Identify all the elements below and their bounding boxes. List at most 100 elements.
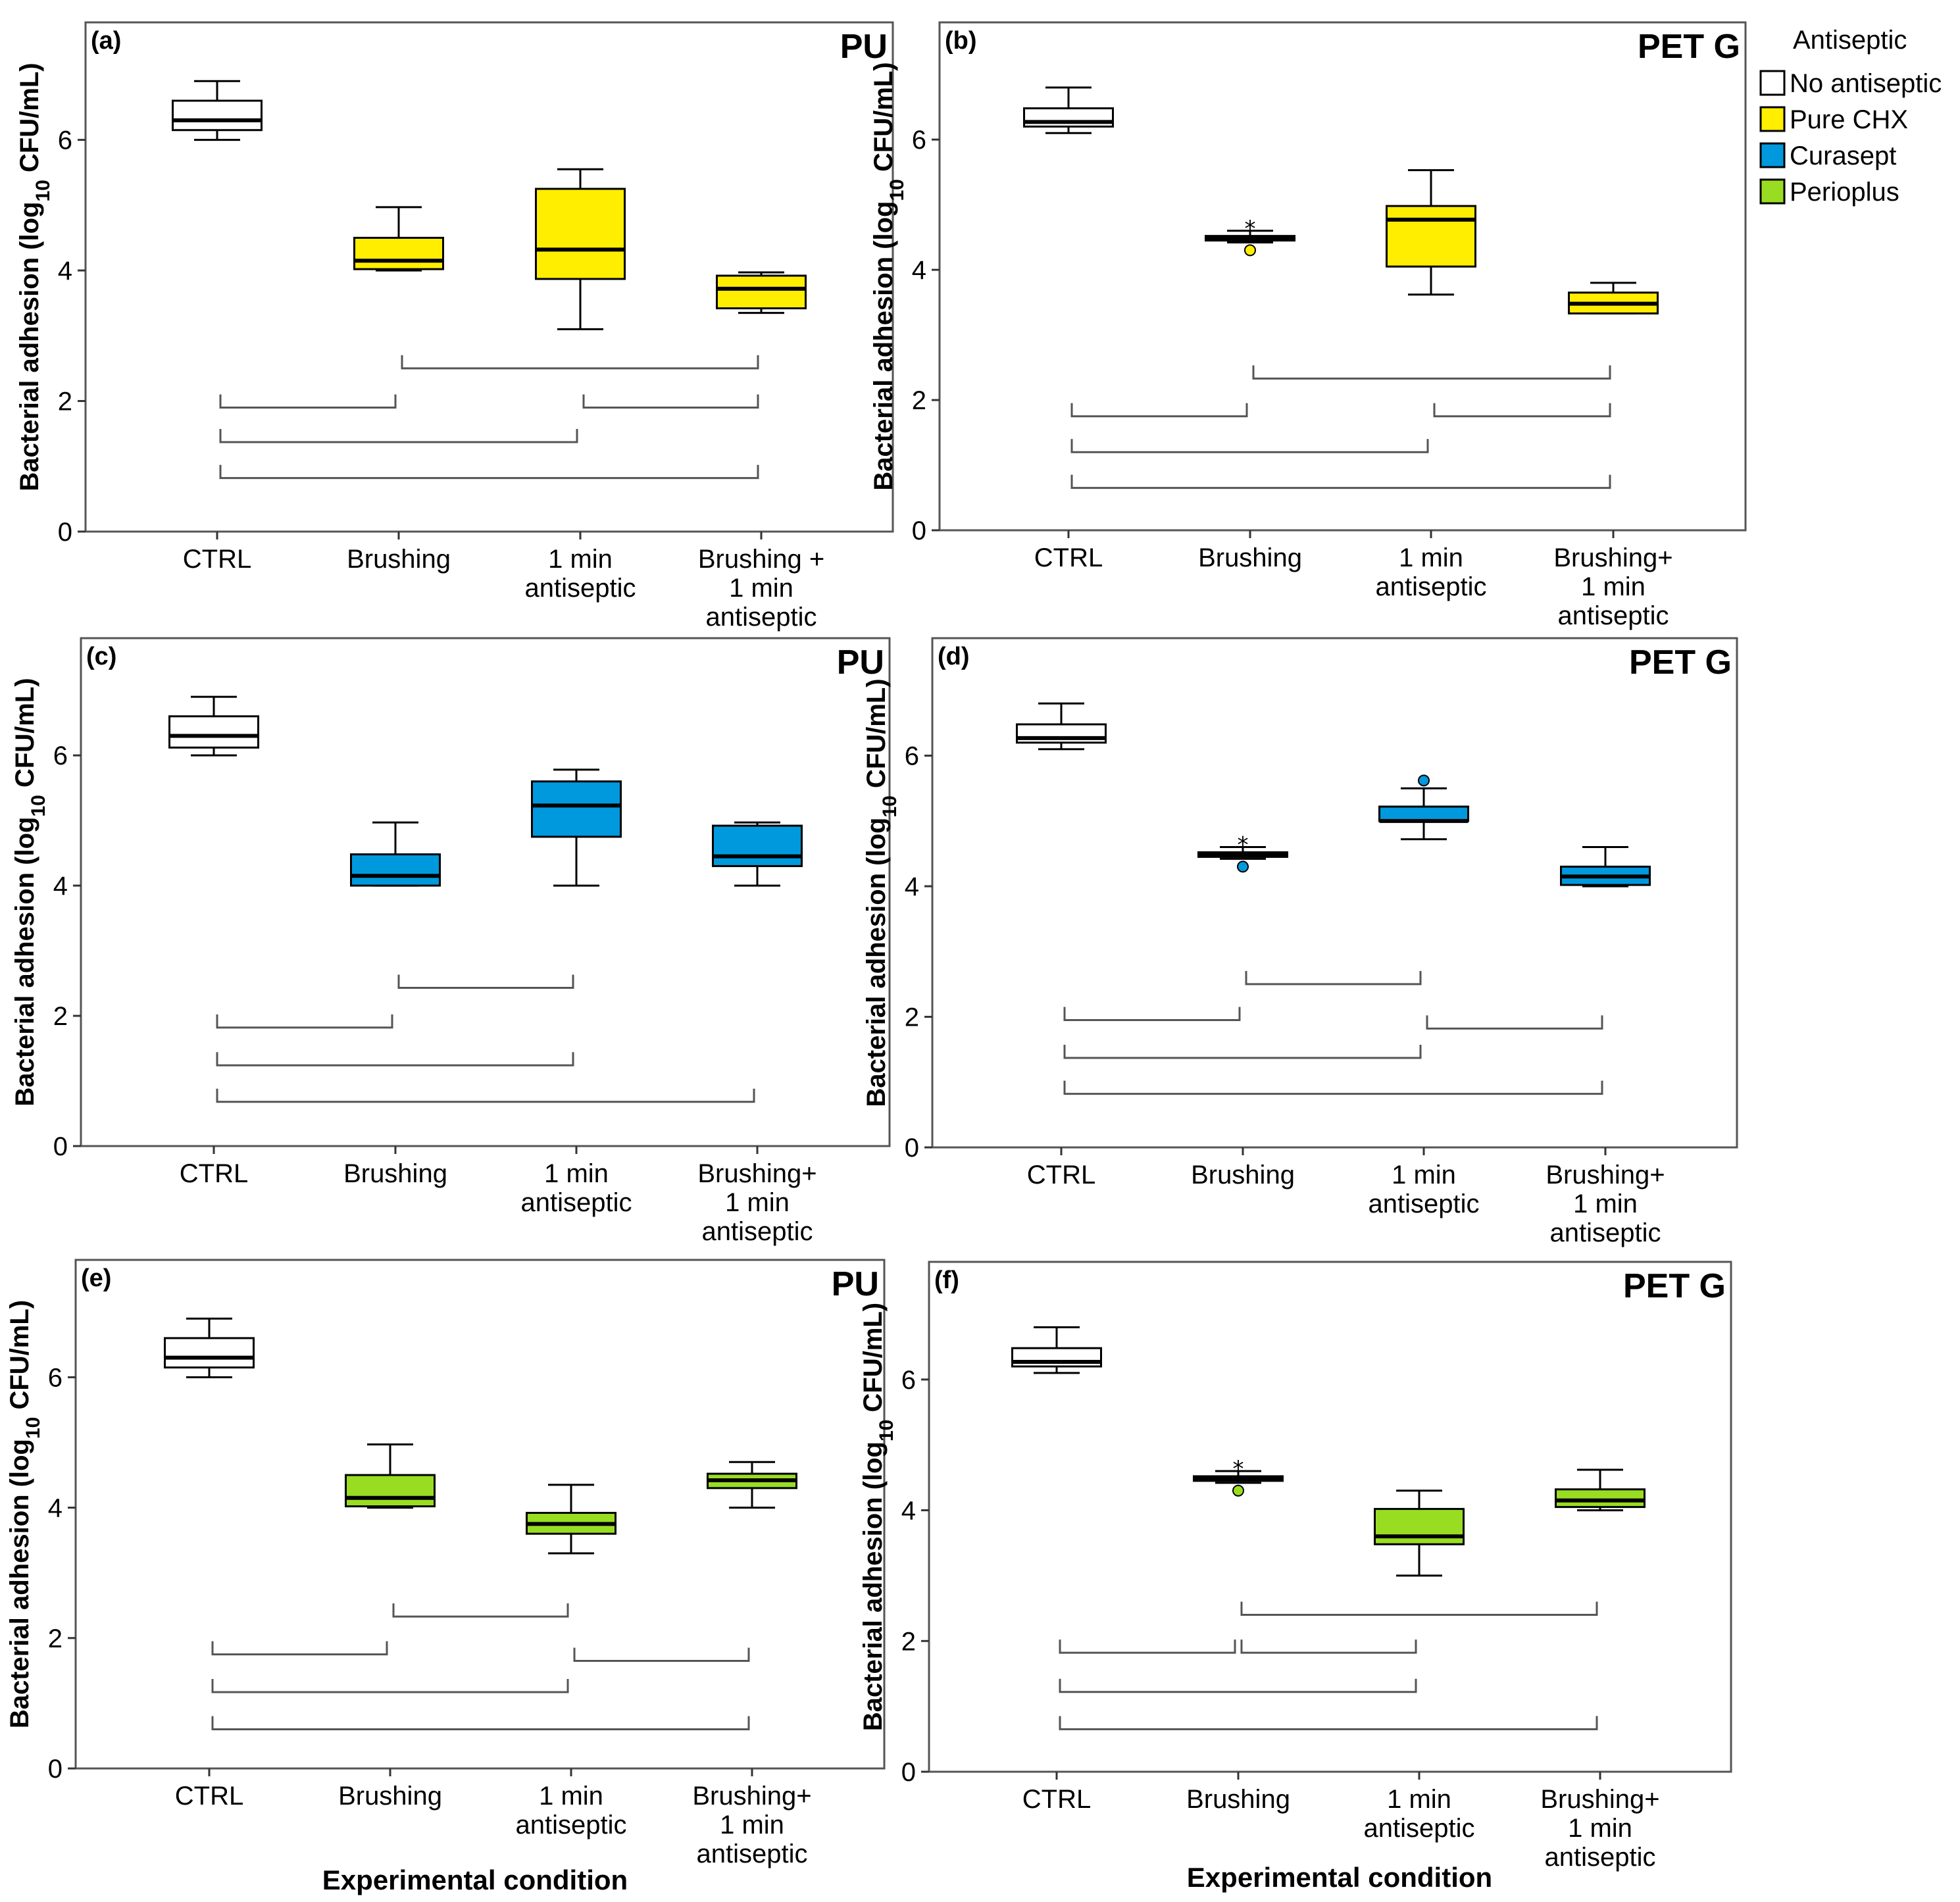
x-tick-label: 1 min [548, 545, 613, 574]
x-tick-label: 1 min [539, 1782, 603, 1811]
significance-bracket [1063, 1080, 1603, 1095]
legend-entries: No antiseptic Pure CHX Curasept Perioplus [1759, 69, 1942, 207]
significance-bracket [1245, 970, 1422, 986]
box-1 [1011, 1326, 1102, 1374]
box-1 [168, 695, 259, 757]
x-tick-label: Brushing + [698, 545, 824, 574]
x-tick-label: 1 min [1387, 1785, 1451, 1814]
box-1 [1023, 86, 1114, 134]
box-3 [535, 168, 626, 330]
x-tick-label: Brushing+ [697, 1159, 817, 1188]
significance-bracket [1426, 1015, 1603, 1030]
extreme-marker: * [1238, 832, 1249, 859]
x-tick-label: 1 min [1581, 572, 1646, 601]
box-body [535, 188, 626, 280]
x-tick-label: Brushing+ [1545, 1161, 1665, 1189]
extreme-marker: * [1245, 216, 1256, 242]
x-tick-label: antiseptic [521, 1188, 632, 1217]
plot-frame [938, 21, 1747, 532]
box-2 [350, 821, 441, 887]
x-tick-label: antiseptic [1545, 1843, 1656, 1872]
x-tick-label: Brushing+ [1540, 1785, 1659, 1814]
panel-letter: (b) [945, 27, 977, 55]
y-tick-label: 6 [53, 741, 68, 770]
box-2 [1205, 230, 1295, 244]
y-tick-label: 4 [58, 257, 72, 286]
legend-entry: Pure CHX [1759, 105, 1908, 134]
box-3 [1378, 787, 1469, 841]
box-body [353, 236, 444, 270]
plot-frame [931, 637, 1738, 1149]
box-body [716, 274, 807, 310]
y-tick-label: 4 [48, 1494, 63, 1523]
significance-bracket [211, 1716, 750, 1731]
box-1 [1016, 702, 1107, 751]
box-3 [1386, 169, 1476, 296]
material-label: PU [837, 643, 884, 682]
panel-letter: (f) [934, 1266, 959, 1294]
y-axis-label: Bacterial adhesion (log10 CFU/mL) [859, 1303, 897, 1731]
y-tick-label: 2 [905, 1003, 919, 1032]
box-body [168, 715, 259, 749]
box-body [164, 1337, 255, 1369]
y-tick-label: 4 [53, 872, 68, 901]
x-tick-label: Brushing [1191, 1161, 1295, 1189]
x-tick-label: 1 min [1392, 1161, 1456, 1189]
legend-entry: No antiseptic [1759, 69, 1942, 98]
significance-bracket [1059, 1716, 1598, 1730]
x-axis-label-right: Experimental condition [1187, 1862, 1492, 1893]
significance-bracket [219, 429, 578, 443]
significance-bracket [397, 974, 574, 989]
significance-bracket [1063, 1045, 1422, 1059]
box-1 [172, 80, 263, 141]
legend-label: No antiseptic [1790, 69, 1942, 98]
y-axis-label: Bacterial adhesion (log10 CFU/mL) [869, 62, 908, 490]
legend-entry: Perioplus [1759, 178, 1899, 207]
outlier-point [1232, 1484, 1244, 1497]
panel-letter: (d) [938, 643, 970, 670]
x-tick-label: 1 min [720, 1811, 784, 1839]
y-tick-label: 0 [48, 1755, 63, 1784]
significance-bracket [219, 394, 397, 409]
y-tick-label: 4 [905, 872, 919, 901]
x-tick-label: 1 min [1568, 1814, 1632, 1843]
y-tick-label: 6 [905, 742, 919, 771]
box-body [1386, 205, 1476, 268]
y-tick-label: 2 [53, 1002, 68, 1031]
significance-bracket [392, 1603, 569, 1618]
significance-bracket [211, 1679, 569, 1693]
significance-bracket [1070, 474, 1611, 489]
x-tick-label: antiseptic [1376, 572, 1487, 601]
significance-bracket [1252, 365, 1611, 380]
box-2 [1193, 1470, 1284, 1484]
extreme-marker: * [1233, 1456, 1244, 1482]
y-tick-label: 4 [912, 256, 926, 285]
x-tick-label: antiseptic [697, 1839, 808, 1868]
significance-bracket [1059, 1639, 1236, 1654]
legend-title: Antiseptic [1793, 26, 1907, 55]
y-tick-label: 2 [58, 388, 72, 416]
box-2 [345, 1443, 436, 1509]
material-label: PET G [1638, 28, 1740, 66]
significance-bracket [1240, 1601, 1598, 1616]
significance-bracket [582, 394, 759, 409]
y-tick-label: 0 [905, 1134, 919, 1163]
y-axis-label: Bacterial adhesion (log10 CFU/mL) [15, 63, 54, 491]
significance-bracket [216, 1088, 755, 1103]
significance-bracket [1070, 439, 1429, 453]
y-axis-label: Bacterial adhesion (log10 CFU/mL) [5, 1300, 44, 1728]
y-tick-label: 2 [912, 386, 926, 415]
x-tick-label: antiseptic [1558, 601, 1669, 630]
legend-entry: Curasept [1759, 141, 1896, 170]
x-tick-label: Brushing [343, 1159, 447, 1188]
x-tick-label: CTRL [1034, 543, 1103, 572]
y-axis-label: Bacterial adhesion (log10 CFU/mL) [11, 678, 49, 1106]
x-tick-label: 1 min [1573, 1189, 1638, 1218]
x-tick-label: Brushing+ [1553, 543, 1672, 572]
x-tick-label: CTRL [175, 1782, 243, 1811]
box-3 [1374, 1489, 1465, 1577]
y-axis-label: Bacterial adhesion (log10 CFU/mL) [862, 678, 901, 1107]
